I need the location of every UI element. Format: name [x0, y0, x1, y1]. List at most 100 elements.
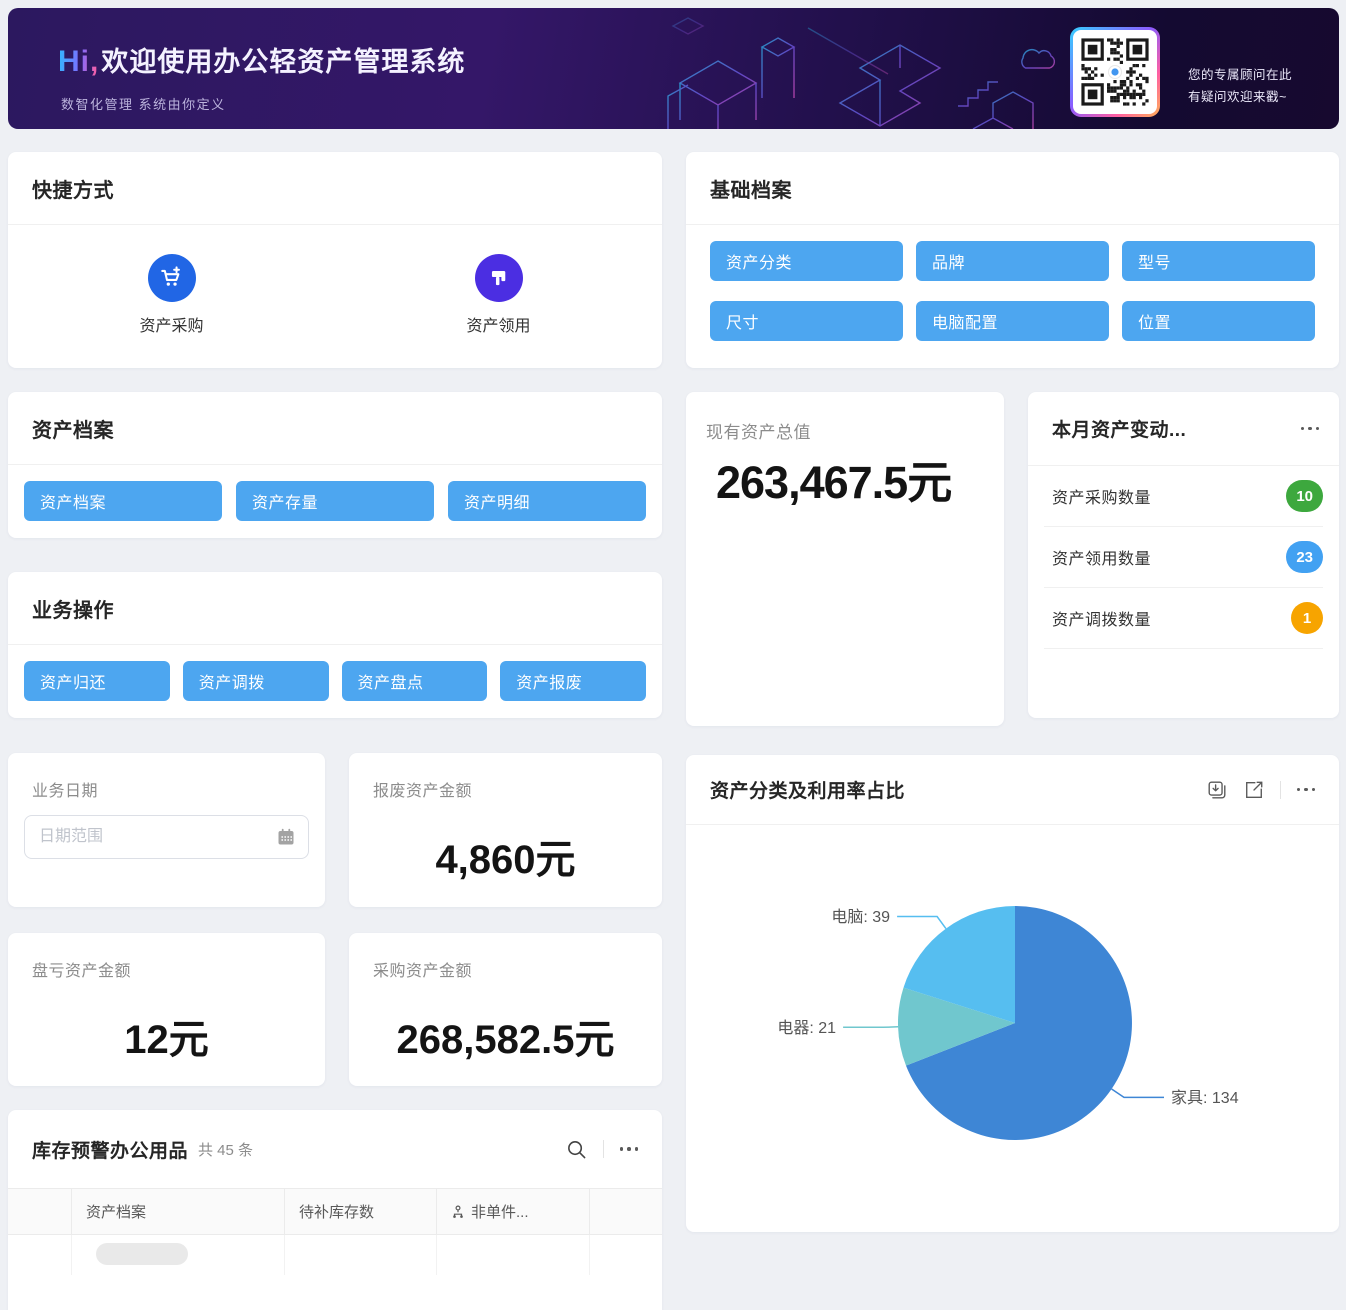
- business-date-card: 业务日期: [8, 753, 325, 907]
- button-asset-return[interactable]: 资产归还: [24, 661, 170, 701]
- banner-title: Hi,欢迎使用办公轻资产管理系统: [58, 40, 465, 79]
- button-size[interactable]: 尺寸: [710, 301, 903, 341]
- stat-label: 采购资产金额: [373, 963, 473, 980]
- stat-label: 业务日期: [32, 783, 99, 800]
- count-badge: 10: [1286, 480, 1323, 512]
- button-asset-transfer[interactable]: 资产调拨: [182, 661, 329, 701]
- banner-greeting: Hi,: [58, 45, 100, 78]
- button-asset-archive[interactable]: 资产档案: [24, 481, 222, 521]
- column-extra: [590, 1189, 662, 1234]
- search-icon[interactable]: [566, 1139, 587, 1160]
- sitemap-icon: [453, 1205, 463, 1218]
- divider: [1279, 780, 1281, 799]
- total-assets-label: 现有资产总值: [706, 423, 811, 442]
- list-item-transfer-count: 资产调拨数量 1: [1044, 588, 1323, 649]
- button-computer-config[interactable]: 电脑配置: [916, 301, 1109, 341]
- list-item-purchase-count: 资产采购数量 10: [1044, 466, 1323, 527]
- basic-archives-buttons: 资产分类 品牌 型号 尺寸 电脑配置 位置: [710, 241, 1315, 341]
- label-line: [843, 1026, 899, 1029]
- card-title: 库存预警办公用品: [32, 1140, 189, 1162]
- record-count: 共 45 条: [198, 1141, 254, 1159]
- list-item-receive-count: 资产领用数量 23: [1044, 527, 1323, 588]
- business-ops-card: 业务操作 资产归还 资产调拨 资产盘点 资产报废: [8, 572, 662, 718]
- shortcut-label: 资产领用: [466, 318, 531, 335]
- asset-archives-card: 资产档案 资产档案 资产存量 资产明细: [8, 392, 662, 538]
- stat-value: 4,860元: [435, 838, 576, 882]
- asset-archives-buttons: 资产档案 资产存量 资产明细: [24, 481, 646, 521]
- cart-plus-icon: [147, 254, 196, 302]
- banner-illustration: [667, 17, 1056, 129]
- table-row[interactable]: [8, 1235, 662, 1275]
- stat-value: 12元: [124, 1018, 209, 1062]
- date-range-field[interactable]: [27, 827, 276, 847]
- qr-caption-line2: 有疑问欢迎来戳~: [1188, 90, 1287, 104]
- button-asset-category[interactable]: 资产分类: [710, 241, 903, 281]
- expand-icon[interactable]: [1244, 780, 1264, 800]
- card-title: 业务操作: [32, 599, 114, 622]
- dashboard-page: { "banner": { "greeting": "Hi,", "title"…: [8, 8, 1339, 1310]
- scrap-amount-card: 报废资产金额 4,860元: [349, 753, 662, 907]
- pie-label: 电脑: 39: [831, 908, 890, 926]
- pie-slice-电脑[interactable]: [903, 906, 1016, 1023]
- asset-category-chart-card: 资产分类及利用率占比 家具: 134 电器: 21 电脑: 39: [686, 755, 1339, 1232]
- stat-label: 报废资产金额: [373, 783, 473, 800]
- list-item-label: 资产调拨数量: [1052, 612, 1152, 629]
- divider: [602, 1140, 604, 1158]
- qr-caption-line1: 您的专属顾问在此: [1188, 68, 1293, 82]
- column-restock-count: 待补库存数: [285, 1189, 437, 1234]
- card-title: 资产档案: [32, 419, 114, 442]
- card-title: 资产分类及利用率占比: [710, 781, 906, 802]
- stat-label: 盘亏资产金额: [32, 963, 132, 980]
- button-brand[interactable]: 品牌: [916, 241, 1109, 281]
- label-line: [897, 915, 947, 930]
- count-badge: 23: [1286, 541, 1323, 573]
- button-asset-stock[interactable]: 资产存量: [236, 481, 434, 521]
- date-range-input[interactable]: [24, 815, 309, 859]
- label-line: [1111, 1088, 1164, 1099]
- banner-title-text: 欢迎使用办公轻资产管理系统: [101, 47, 466, 77]
- basic-archives-card: 基础档案 资产分类 品牌 型号 尺寸 电脑配置 位置: [686, 152, 1339, 368]
- card-title: 本月资产变动...: [1052, 420, 1187, 441]
- asset-pill: [96, 1243, 188, 1265]
- more-icon[interactable]: [1300, 426, 1319, 431]
- banner-subtitle: 数智化管理 系统由你定义: [61, 97, 226, 112]
- column-non-single: 非单件...: [437, 1189, 590, 1234]
- button-location[interactable]: 位置: [1122, 301, 1315, 341]
- purchase-amount-card: 采购资产金额 268,582.5元: [349, 933, 662, 1086]
- button-asset-detail[interactable]: 资产明细: [448, 481, 646, 521]
- pie-slice-电器[interactable]: [897, 987, 1015, 1066]
- shortcut-asset-purchase[interactable]: 资产采购: [8, 225, 335, 365]
- more-icon[interactable]: [1296, 787, 1315, 792]
- loss-amount-card: 盘亏资产金额 12元: [8, 933, 325, 1086]
- count-badge: 1: [1291, 602, 1323, 634]
- paint-roller-icon: [474, 254, 523, 302]
- shortcut-label: 资产采购: [139, 318, 204, 335]
- list-item-label: 资产采购数量: [1052, 490, 1152, 507]
- pie-label: 家具: 134: [1171, 1089, 1239, 1107]
- button-asset-inventory[interactable]: 资产盘点: [341, 661, 488, 701]
- welcome-banner: Hi,欢迎使用办公轻资产管理系统 数智化管理 系统由你定义 您的专属顾问在此 有…: [8, 8, 1339, 129]
- pie-label: 电器: 21: [777, 1019, 836, 1037]
- pie-chart: 家具: 134 电器: 21 电脑: 39: [777, 906, 1239, 1140]
- shortcut-asset-receive[interactable]: 资产领用: [335, 225, 662, 365]
- button-asset-scrap[interactable]: 资产报废: [500, 661, 646, 701]
- button-model[interactable]: 型号: [1122, 241, 1315, 281]
- qr-pattern: [1081, 38, 1149, 106]
- more-icon[interactable]: [619, 1147, 638, 1151]
- qr-code: [1070, 27, 1160, 117]
- total-assets-value: 263,467.5元: [716, 457, 952, 508]
- inventory-warning-card: 库存预警办公用品 共 45 条 资产档案 待补库存数 非单件...: [8, 1110, 662, 1310]
- column-asset-archive: 资产档案: [72, 1189, 285, 1234]
- total-assets-card: 现有资产总值 263,467.5元: [686, 392, 1004, 726]
- column-label: 非单件...: [471, 1204, 529, 1221]
- column-checkbox: [8, 1189, 72, 1234]
- shortcuts-card: 快捷方式 资产采购 资产领用: [8, 152, 662, 368]
- card-title: 快捷方式: [32, 179, 114, 202]
- monthly-changes-card: 本月资产变动... 资产采购数量 10 资产领用数量 23 资产调拨数量 1: [1028, 392, 1339, 718]
- pie-slice-家具[interactable]: [906, 906, 1132, 1140]
- table-header: 资产档案 待补库存数 非单件...: [8, 1188, 662, 1235]
- qr-caption: 您的专属顾问在此 有疑问欢迎来戳~: [1188, 64, 1292, 108]
- download-icon[interactable]: [1206, 779, 1228, 801]
- list-item-label: 资产领用数量: [1052, 551, 1152, 568]
- calendar-icon[interactable]: [276, 827, 296, 847]
